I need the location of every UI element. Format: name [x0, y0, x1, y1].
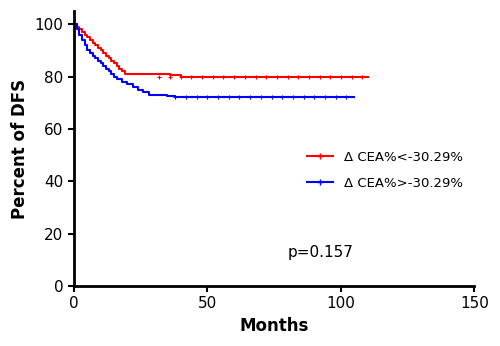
Y-axis label: Percent of DFS: Percent of DFS	[11, 79, 29, 219]
Text: p=0.157: p=0.157	[288, 245, 354, 260]
X-axis label: Months: Months	[240, 317, 309, 335]
Legend: Δ CEA%<-30.29%, Δ CEA%>-30.29%: Δ CEA%<-30.29%, Δ CEA%>-30.29%	[302, 146, 468, 195]
